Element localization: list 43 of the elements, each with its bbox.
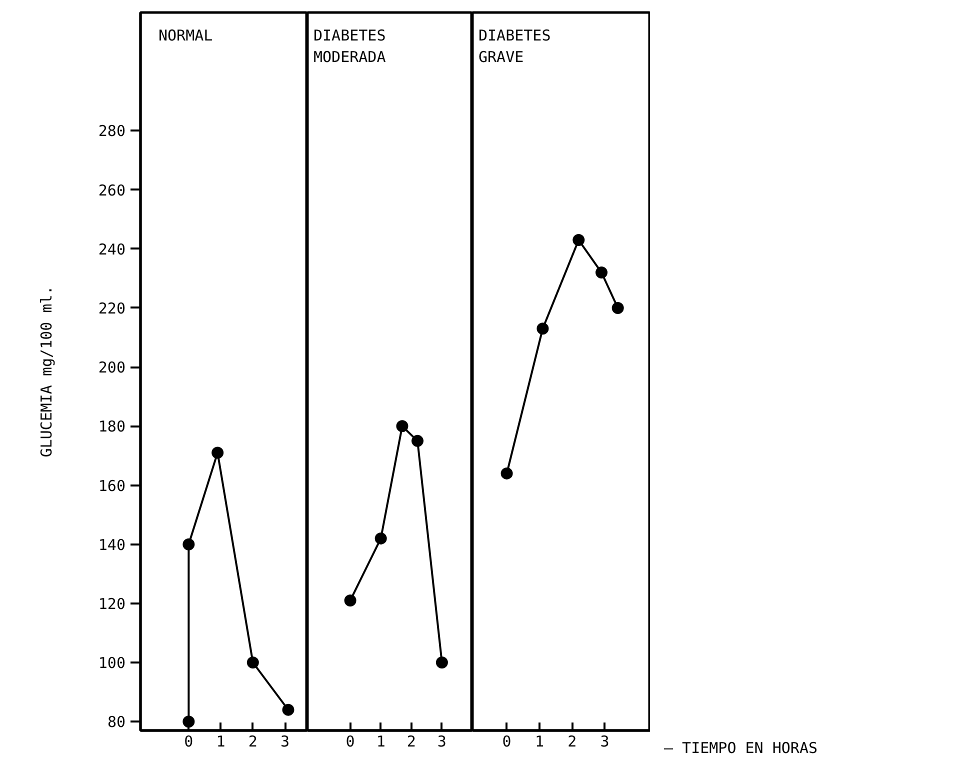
y-tick-label: 100 [98, 654, 126, 672]
point [572, 234, 585, 246]
y-tick-label: 120 [98, 594, 126, 613]
text: DIABETES MODERADA [314, 26, 386, 66]
point [536, 322, 549, 335]
point [282, 704, 294, 716]
y-tick-label: 180 [98, 418, 126, 436]
x-tick-label: 0 [346, 732, 355, 750]
point [374, 532, 387, 544]
point [500, 467, 513, 480]
text: DIABETES GRAVE [478, 26, 551, 66]
point [246, 656, 259, 669]
point [212, 446, 224, 459]
x-tick-label: 2 [568, 732, 577, 750]
point [412, 434, 424, 447]
point [436, 656, 448, 669]
y-tick-label: 280 [98, 122, 126, 140]
x-tick-label: 3 [600, 732, 610, 750]
x-tick-label: 2 [406, 732, 416, 750]
x-tick-label: 1 [534, 732, 544, 750]
point [612, 302, 624, 314]
text: NORMAL [158, 26, 213, 44]
y-tick-label: 160 [98, 476, 126, 495]
y-tick-label: 140 [98, 536, 126, 554]
y-tick-label: 260 [98, 181, 126, 200]
point [344, 594, 356, 606]
x-tick-label: 3 [280, 732, 290, 750]
y-tick-label: 200 [98, 358, 126, 377]
y-tick-label: 240 [98, 240, 126, 258]
y-tick-label: 80 [107, 713, 126, 732]
x-tick-label: 2 [248, 732, 258, 750]
x-tick-label: 0 [502, 732, 512, 750]
x-tick-label: 1 [216, 732, 226, 750]
x-tick-label: 0 [184, 732, 194, 750]
x-tick-label: 3 [437, 732, 446, 750]
point [182, 716, 195, 728]
point [596, 266, 608, 279]
y-tick-label: 220 [98, 299, 126, 318]
y-axis-title: GLUCEMIA mg/100 ml. [37, 286, 56, 458]
x-axis-title: – TIEMPO EN HORAS [664, 738, 818, 759]
point [182, 538, 195, 550]
x-tick-label: 1 [376, 732, 386, 750]
point [396, 420, 408, 432]
